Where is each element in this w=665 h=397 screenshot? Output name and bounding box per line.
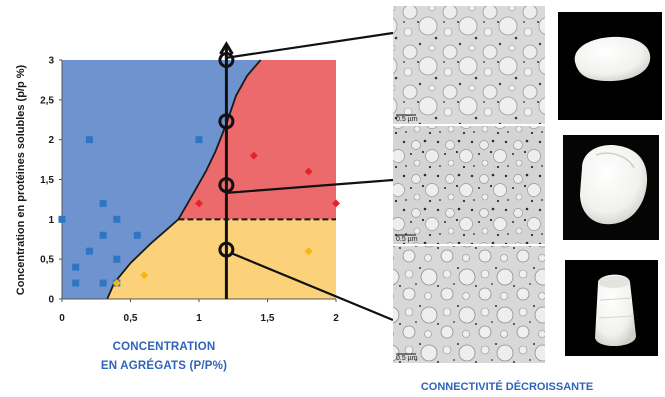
marker-circle (218, 113, 235, 130)
y-tick-label: 2,5 (40, 95, 54, 106)
data-point-diamond (140, 271, 149, 280)
data-point-square (99, 231, 107, 239)
plot-regions (62, 60, 336, 299)
data-points (58, 136, 340, 288)
data-point-square (85, 247, 93, 255)
data-point-square (72, 279, 80, 287)
micrograph-top: 0.5 µm (393, 6, 545, 124)
x-tick-label: 2 (333, 313, 339, 324)
micrograph-top-scale: 0.5 µm (396, 116, 418, 123)
x-tick-label: 1,5 (261, 313, 275, 324)
data-point-square (72, 263, 80, 271)
micrograph-bottom-scale: 0.5 µm (396, 355, 418, 362)
y-tick-label: 2 (48, 135, 54, 146)
y-axis-label: Concentration en protéines solubles (p/p… (15, 64, 27, 295)
y-tick-label: 1 (48, 215, 54, 226)
y-tick-label: 0,5 (40, 255, 54, 266)
data-point-square (113, 215, 121, 223)
marker-circles (218, 52, 235, 258)
marker-circle (218, 52, 235, 68)
data-point-diamond (112, 279, 121, 288)
connector-line-middle (224, 178, 394, 195)
photo-middle (563, 135, 659, 240)
y-tick-label: 1,5 (40, 175, 54, 186)
photo-bottom (565, 260, 658, 356)
data-point-square (85, 136, 93, 144)
data-point-square (99, 199, 107, 207)
data-point-diamond (304, 247, 313, 256)
marker-circle (218, 241, 235, 258)
data-point-square (58, 215, 66, 223)
data-point-diamond (249, 151, 258, 160)
x-tick-label: 0 (59, 313, 65, 324)
data-point-diamond (195, 199, 203, 208)
data-point-square (133, 231, 141, 239)
x-tick-label: 0,5 (124, 313, 138, 324)
photo-top (558, 12, 662, 120)
micrograph-middle: 0.5 µm (393, 126, 545, 244)
marker-circle (218, 177, 235, 194)
data-point-diamond (304, 167, 313, 176)
data-point-square (113, 255, 121, 263)
y-tick-label: 3 (48, 56, 54, 67)
y-tick-label: 0 (48, 295, 54, 306)
connector-line-bottom (230, 251, 394, 322)
y-ticks: 0 0,5 1 1,5 2 2,5 3 (40, 56, 62, 306)
connector-line-top (224, 31, 394, 60)
caption-connectivity: CONNECTIVITÉ DÉCROISSANTE (421, 380, 593, 393)
arrow-head (219, 41, 234, 55)
x-axis-label-line2: EN AGRÉGATS (P/P%) (101, 359, 227, 372)
x-axis-label-line1: CONCENTRATION (113, 341, 216, 353)
data-point-square (195, 136, 203, 144)
micrograph-bottom: 0.5 µm (393, 246, 545, 363)
data-point-square (99, 279, 107, 287)
boundary-curve (106, 59, 262, 300)
x-tick-label: 1 (196, 313, 202, 324)
micrograph-middle-scale: 0.5 µm (396, 236, 418, 243)
x-ticks: 0 0,5 1 1,5 2 (59, 299, 339, 324)
data-point-diamond (332, 199, 340, 208)
region-yellow (107, 219, 336, 299)
